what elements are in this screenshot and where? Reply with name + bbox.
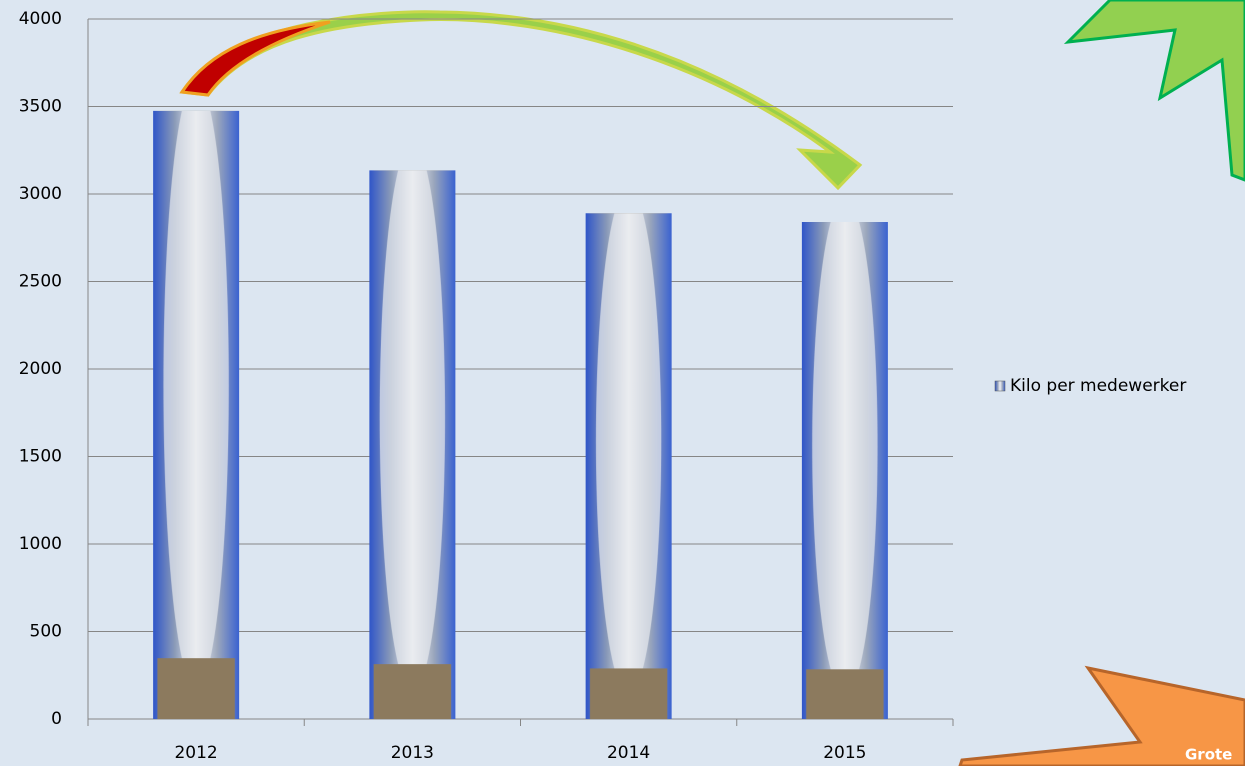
y-tick-label: 0: [51, 709, 62, 729]
x-tick-label: 2012: [174, 743, 217, 763]
y-tick-label: 2500: [19, 272, 62, 292]
x-tick-label: 2015: [823, 743, 866, 763]
annotation: Grote: [1185, 746, 1232, 764]
decorative-star: [958, 665, 1245, 766]
decorative-arrow-tail: [179, 20, 331, 97]
y-tick-label: 1500: [19, 447, 62, 467]
y-tick-label: 2000: [19, 359, 62, 379]
bar: [585, 213, 672, 719]
bar: [801, 222, 888, 719]
legend-label: Kilo per medewerker: [1010, 376, 1186, 396]
y-tick-label: 1000: [19, 534, 62, 554]
decorative-star: [1063, 0, 1245, 182]
x-tick-label: 2013: [391, 743, 434, 763]
y-tick-label: 4000: [19, 9, 62, 29]
y-tick-label: 500: [30, 622, 62, 642]
y-tick-label: 3500: [19, 97, 62, 117]
legend-marker: [994, 380, 1006, 392]
x-tick-label: 2014: [607, 743, 650, 763]
bar: [153, 110, 240, 719]
decorative-arrow: [179, 10, 863, 191]
y-tick-label: 3000: [19, 184, 62, 204]
bar: [369, 170, 456, 719]
